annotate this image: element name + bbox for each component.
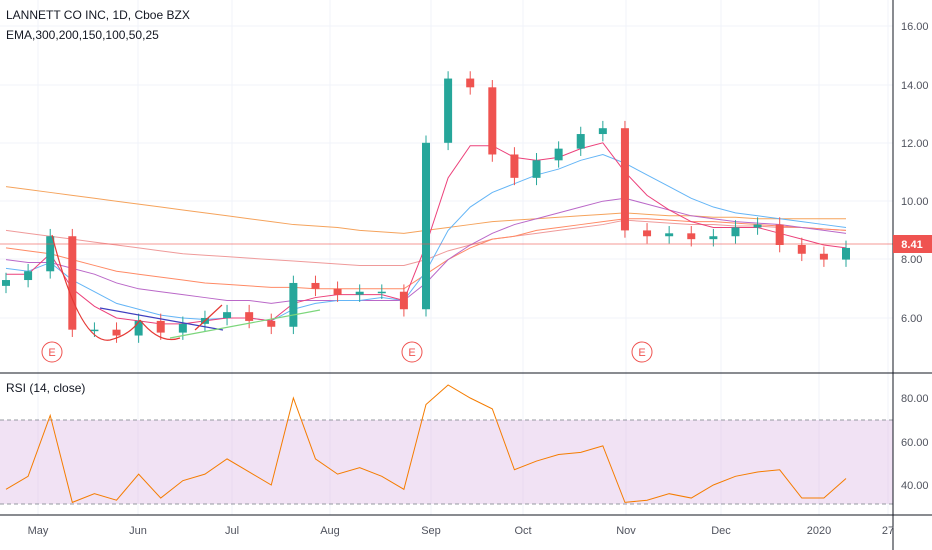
earnings-marker[interactable]: E [41, 341, 63, 363]
candle [775, 217, 784, 253]
svg-text:8.41: 8.41 [901, 239, 922, 251]
candle [112, 322, 121, 343]
candle [620, 120, 629, 238]
candle [753, 217, 762, 235]
resistance-trendline [99, 307, 224, 331]
candle [643, 223, 652, 244]
rsi-line [5, 384, 847, 504]
candle [223, 304, 232, 326]
price-axis-labels: 16.00 14.00 12.00 10.00 8.00 6.00 [901, 21, 929, 325]
candle [731, 220, 740, 244]
candle [532, 153, 541, 186]
svg-text:E: E [408, 347, 415, 359]
candle [399, 284, 408, 317]
last-price-tag: 8.41 [893, 235, 932, 253]
candle [2, 272, 10, 294]
rsi-tick-label: 60.00 [901, 437, 929, 449]
time-tick-label: Aug [320, 525, 340, 537]
price-tick-label: 10.00 [901, 196, 929, 208]
rsi-overbought-band [0, 420, 893, 504]
time-tick-label: Dec [711, 525, 731, 537]
candle [842, 240, 850, 267]
candle [554, 141, 563, 168]
price-tick-label: 12.00 [901, 138, 929, 150]
candle [355, 284, 364, 302]
candle [598, 120, 607, 142]
svg-text:E: E [48, 347, 55, 359]
time-tick-label: Nov [616, 525, 636, 537]
cup-drawing-2 [139, 319, 181, 341]
earnings-marker[interactable]: E [631, 341, 653, 363]
candle [466, 71, 475, 95]
candle [377, 284, 386, 300]
candle [510, 147, 519, 186]
candle [267, 313, 276, 335]
time-tick-label: Jul [225, 525, 239, 537]
candle [797, 237, 806, 262]
drawing-annotations [51, 234, 321, 341]
rsi-title: RSI (14, close) [6, 381, 85, 395]
candle [156, 313, 165, 340]
candle [665, 226, 674, 244]
earnings-markers: E E E [41, 341, 653, 363]
support-trendline [169, 309, 321, 339]
candle [68, 228, 77, 337]
breakout-trendline [194, 304, 223, 331]
candle [24, 263, 33, 288]
earnings-marker[interactable]: E [401, 341, 423, 363]
candle [422, 135, 430, 317]
candle [819, 246, 828, 267]
ema-legend: EMA,300,200,150,100,50,25 [6, 28, 159, 42]
rsi-tick-label: 40.00 [901, 480, 929, 492]
rsi-tick-label: 80.00 [901, 393, 929, 405]
candle [311, 275, 320, 297]
time-tick-label: Jun [129, 525, 147, 537]
svg-text:E: E [638, 347, 645, 359]
symbol-title: LANNETT CO INC, 1D, Cboe BZX [6, 8, 190, 22]
price-tick-label: 8.00 [901, 254, 922, 266]
time-tick-label: Oct [514, 525, 531, 537]
candle [488, 80, 497, 162]
candle [333, 281, 342, 302]
cup-drawing [51, 234, 141, 341]
candle [46, 228, 55, 279]
price-grid [0, 25, 893, 319]
candle [134, 313, 143, 343]
price-tick-label: 16.00 [901, 21, 929, 33]
candlesticks [2, 71, 850, 343]
candle [576, 126, 585, 156]
candle [245, 304, 254, 329]
price-tick-label: 14.00 [901, 80, 929, 92]
rsi-axis-labels: 80.00 60.00 40.00 [901, 393, 929, 492]
time-tick-label: Sep [421, 525, 441, 537]
price-tick-label: 6.00 [901, 313, 922, 325]
time-axis-labels: May Jun Jul Aug Sep Oct Nov Dec 2020 27 [28, 525, 895, 537]
time-tick-label: 27 [882, 525, 894, 537]
candle [687, 226, 696, 247]
candle [289, 275, 298, 335]
candle [444, 71, 453, 151]
time-tick-label: 2020 [807, 525, 831, 537]
time-tick-label: May [28, 525, 49, 537]
